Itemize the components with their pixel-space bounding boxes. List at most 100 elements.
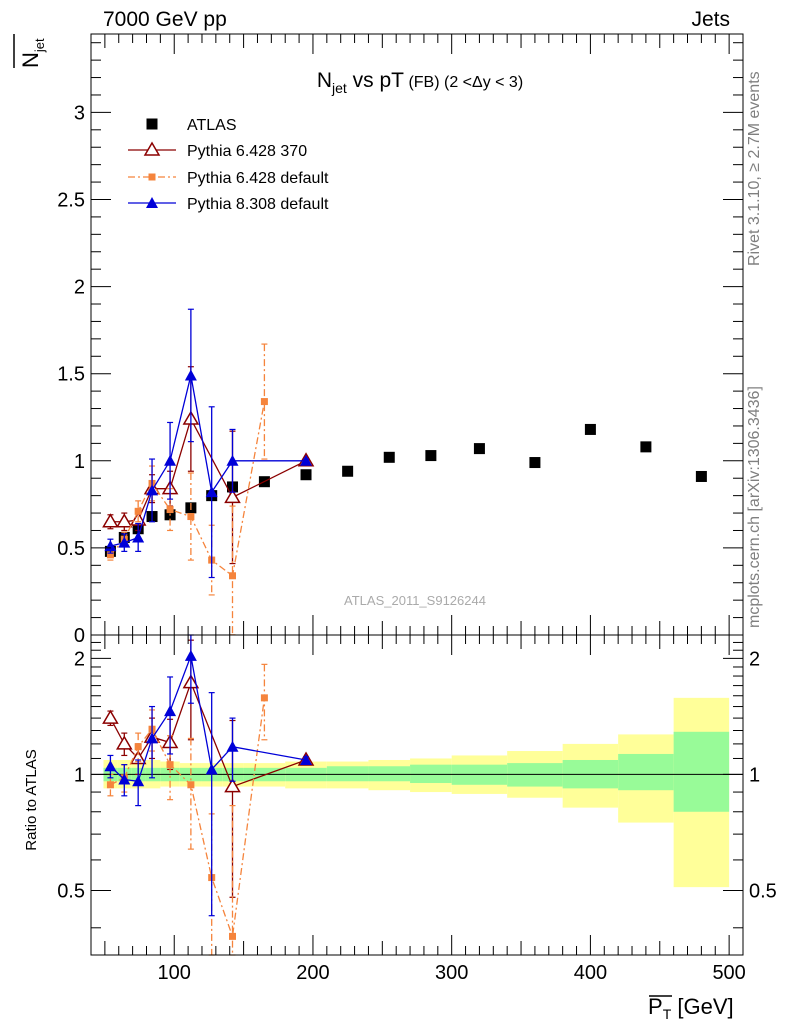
data-point: [104, 540, 117, 552]
data-point: [184, 649, 197, 661]
ratio-y-tick-label: 2: [74, 648, 85, 670]
y-tick-label: 1: [74, 451, 85, 473]
legend-marker: [146, 118, 158, 130]
main-title: Njet vs pT (FB) (2 <Δy < 3): [317, 69, 523, 96]
data-point: [640, 441, 652, 453]
data-point: [383, 451, 395, 463]
legend: ATLAS Pythia 6.428 370 Pythia 6.428 defaul…: [128, 117, 329, 213]
data-point: [300, 454, 313, 466]
legend-label: Pythia 8.308 default: [187, 196, 329, 213]
data-point: [166, 761, 174, 769]
main-pythia-8-308-default: [104, 308, 313, 579]
y-tick-label: 0.5: [57, 538, 85, 560]
data-point: [134, 743, 142, 751]
ratio-panel: 0.5 0.5 1 1 2 2 100 200 300 400 500 Ratio to ATLAS…: [23, 634, 777, 1022]
legend-item: Pythia 8.308 default: [128, 196, 329, 213]
x-axis-label: PT [GeV]: [648, 994, 734, 1022]
main-y-axis-label: Njet: [13, 34, 47, 68]
data-point: [205, 486, 218, 498]
main-panel: 0 0.5 1 1.5 2 2.5 3 ATLAS_2011_S9126244 Njet v…: [13, 33, 744, 647]
data-point: [132, 775, 145, 787]
data-point: [226, 454, 239, 466]
data-point: [187, 781, 195, 789]
main-atlas: [104, 423, 707, 557]
ratio-y-tick-label: 0.5: [57, 880, 85, 902]
uncertainty-bands: [103, 697, 730, 888]
series-line: [110, 697, 266, 937]
x-tick-label: 400: [574, 962, 607, 984]
data-point: [106, 781, 114, 789]
ratio-pythia-8-308-default: [104, 634, 313, 917]
legend-label: Pythia 6.428 default: [187, 170, 329, 187]
data-point: [226, 740, 239, 752]
data-point: [224, 778, 241, 793]
data-point: [146, 732, 159, 744]
data-point: [584, 423, 596, 435]
svg-text:Njet: Njet: [18, 38, 47, 68]
data-point: [115, 735, 133, 750]
data-point: [205, 763, 218, 775]
legend-label: ATLAS: [187, 117, 237, 134]
ratio-y-tick-label-right: 2: [749, 648, 760, 670]
data-point: [102, 709, 119, 724]
x-tick-label: 200: [296, 962, 329, 984]
ratio-y-axis-label: Ratio to ATLAS: [23, 749, 40, 850]
x-tick-label: 500: [712, 962, 745, 984]
x-tick-label: 100: [158, 962, 191, 984]
data-point: [118, 773, 131, 785]
data-point: [425, 450, 437, 462]
data-point: [166, 506, 174, 514]
legend-marker: [146, 197, 158, 208]
data-point: [164, 454, 177, 466]
legend-marker: [143, 141, 161, 156]
stat-band: [618, 753, 674, 791]
data-point: [342, 465, 354, 477]
data-point: [102, 513, 119, 528]
data-point: [187, 513, 195, 521]
svg-text:PT [GeV]: PT [GeV]: [648, 994, 734, 1022]
data-point: [224, 488, 241, 504]
stat-band: [368, 766, 411, 782]
data-point: [228, 572, 236, 580]
y-tick-label: 2.5: [57, 189, 85, 211]
data-point: [164, 705, 177, 717]
stat-band: [410, 764, 452, 784]
ratio-ticks: 0.5 0.5 1 1 2 2 100 200 300 400 500: [57, 635, 777, 984]
data-point: [529, 457, 541, 469]
x-tick-label: 300: [435, 962, 468, 984]
data-point: [134, 507, 142, 515]
series-line: [109, 401, 266, 577]
data-point: [115, 513, 133, 528]
main-ticks: 0 0.5 1 1.5 2 2.5 3: [57, 34, 743, 647]
legend-label: Pythia 6.428 370: [187, 143, 307, 160]
y-tick-label: 3: [74, 102, 85, 124]
main-series-layer: [102, 308, 707, 636]
y-tick-label: 1.5: [57, 364, 85, 386]
header-left-label: 7000 GeV pp: [103, 8, 227, 31]
header-right-label: Jets: [691, 8, 730, 31]
ratio-frame: [90, 634, 744, 956]
data-point: [228, 932, 236, 940]
legend-item: ATLAS: [146, 117, 237, 134]
data-point: [473, 443, 485, 455]
ratio-y-tick-label-right: 1: [749, 764, 760, 786]
stat-band: [673, 731, 730, 812]
data-point: [300, 753, 313, 765]
data-point: [118, 536, 131, 548]
data-point: [695, 470, 707, 482]
legend-marker: [148, 173, 156, 181]
data-point: [260, 398, 268, 406]
ratio-y-tick-label-right: 0.5: [749, 880, 777, 902]
data-point: [300, 469, 312, 481]
stat-band: [326, 766, 369, 782]
ratio-series-layer: [102, 634, 315, 956]
analysis-watermark: ATLAS_2011_S9126244: [344, 593, 486, 608]
data-point: [104, 760, 117, 772]
data-point: [184, 369, 197, 381]
data-point: [132, 531, 145, 543]
data-point: [146, 484, 159, 496]
legend-item: Pythia 6.428 370: [128, 141, 307, 160]
ratio-pythia-6-428-default: [106, 663, 268, 956]
data-point: [106, 551, 114, 559]
